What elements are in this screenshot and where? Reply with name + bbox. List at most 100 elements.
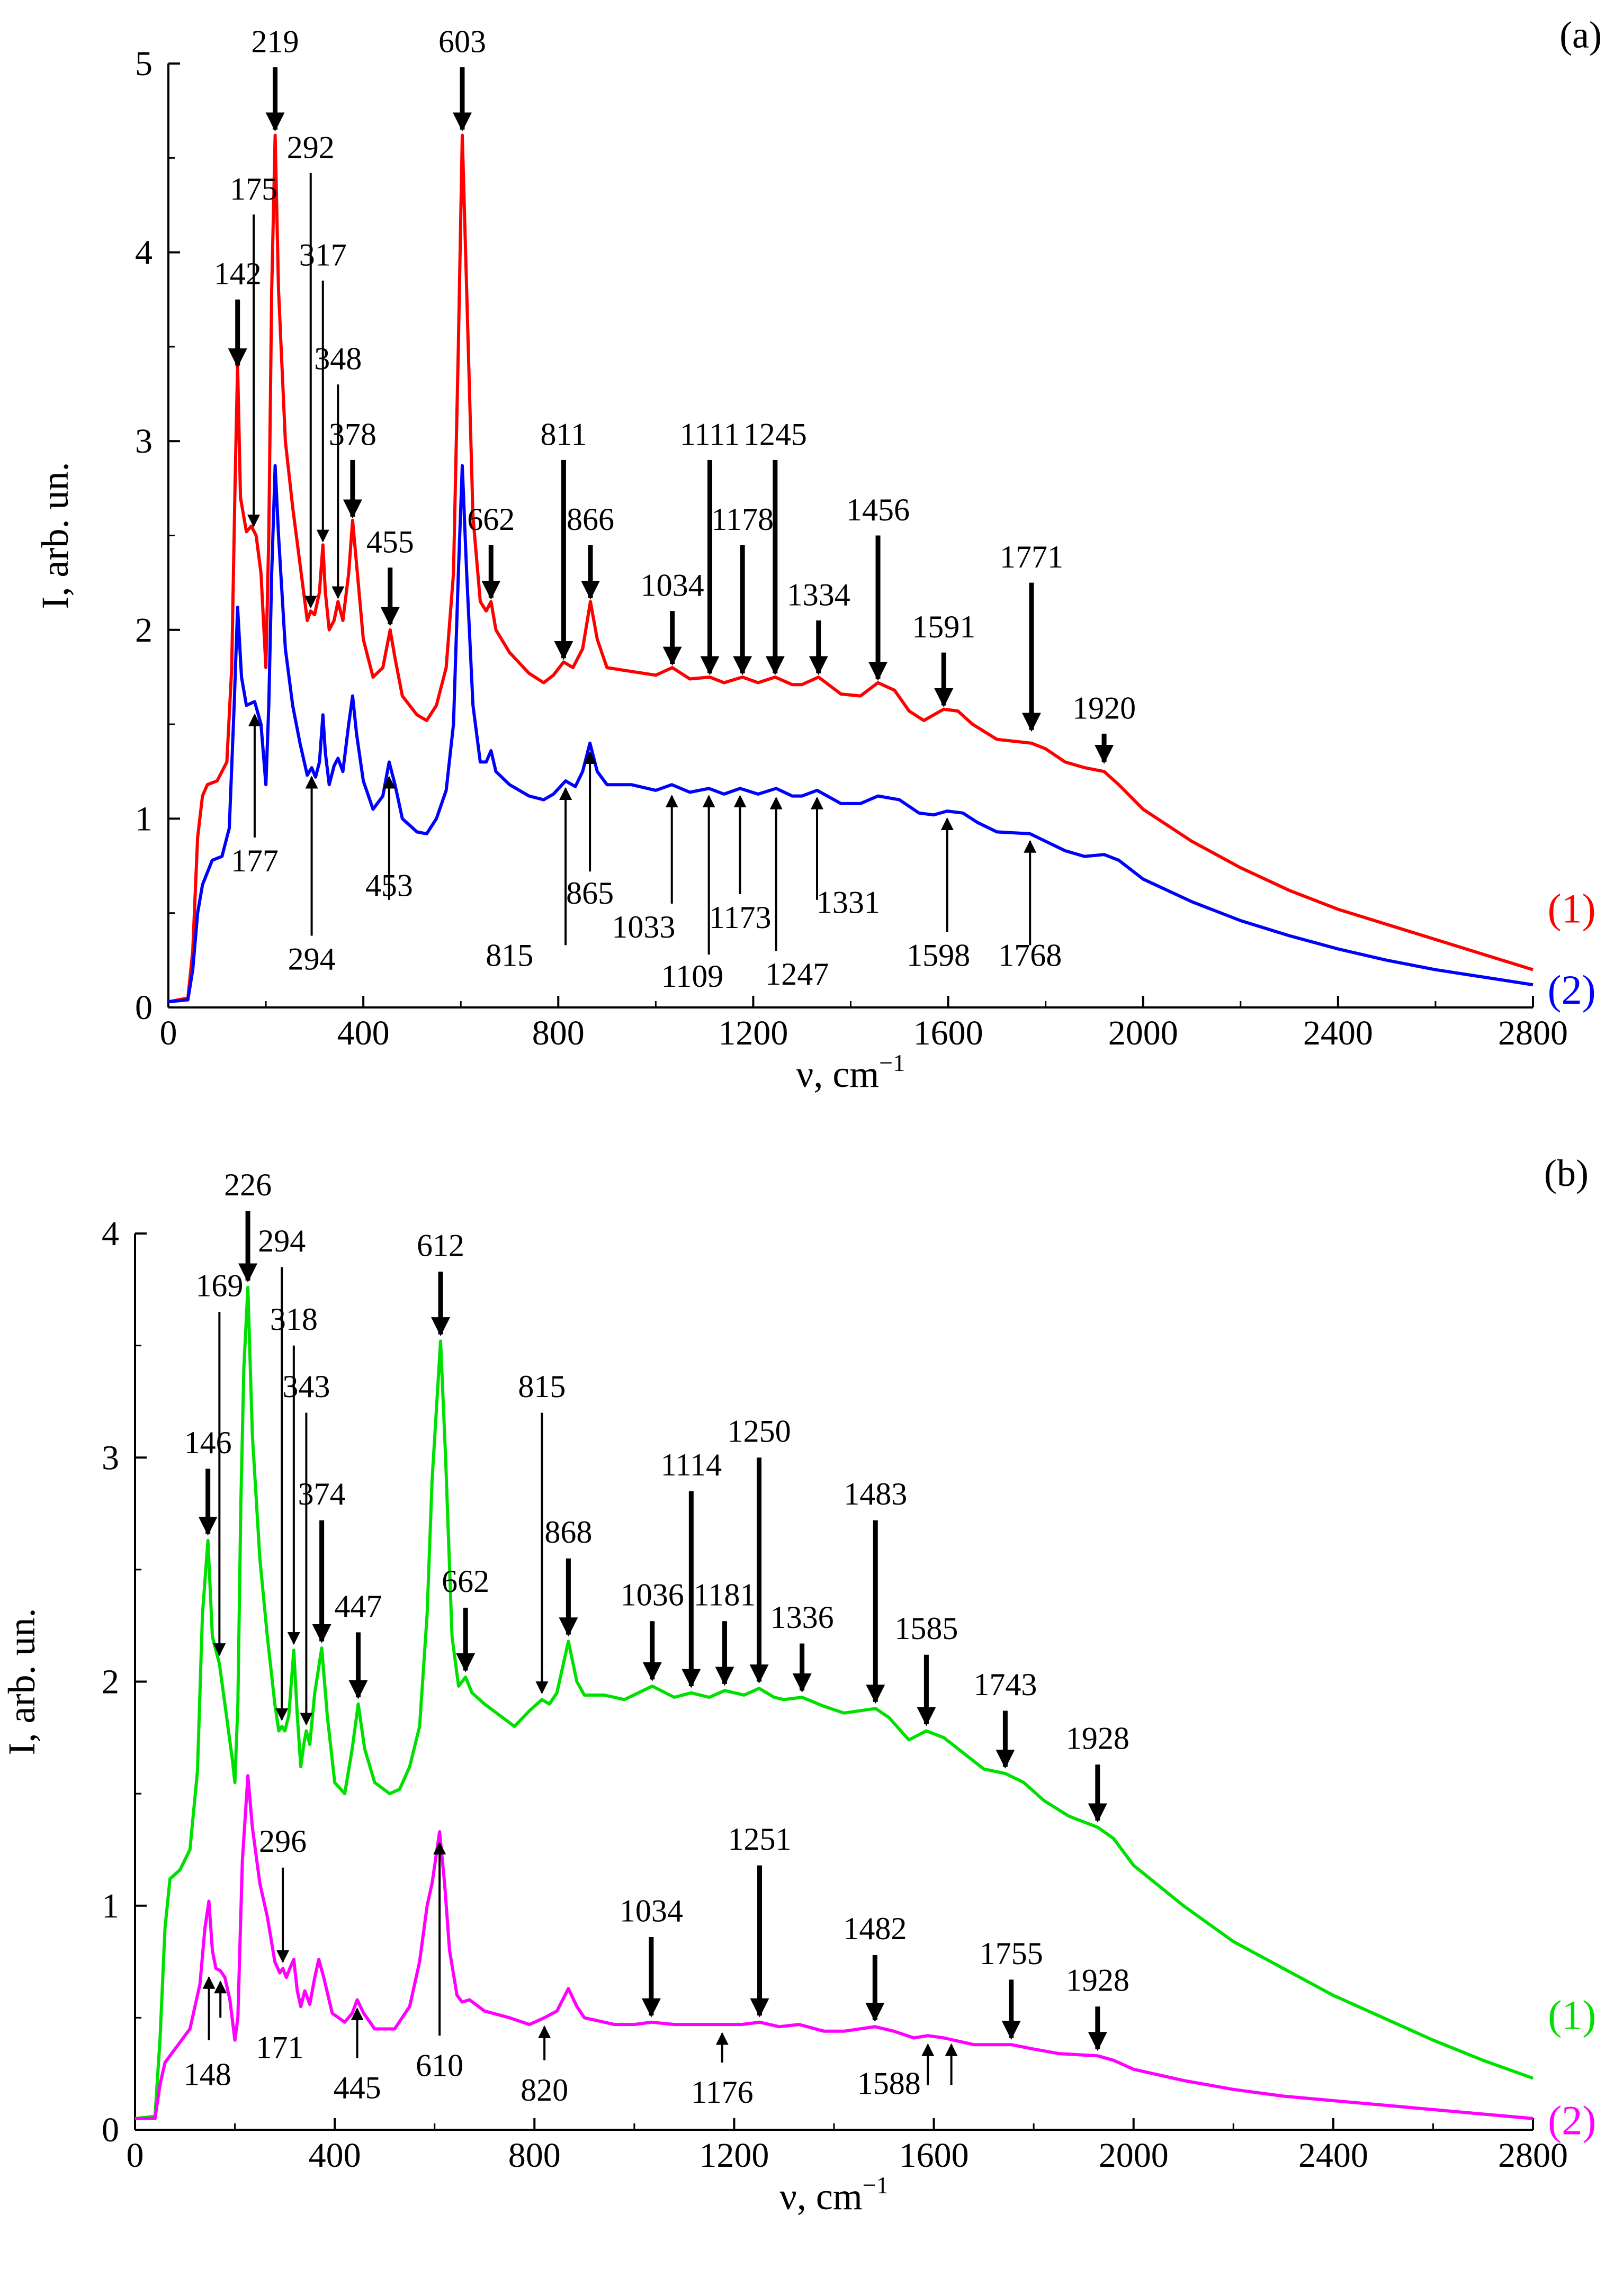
peak-label: 1456 (846, 492, 910, 527)
y-tick-label: 1 (135, 799, 153, 838)
peak-label: 1598 (907, 938, 970, 973)
x-tick-label: 1600 (899, 2136, 969, 2175)
x-tick-label: 2400 (1303, 1014, 1373, 1052)
peak-label: 1591 (912, 609, 975, 644)
peak-label: 1247 (765, 957, 829, 992)
x-tick-label: 400 (309, 2136, 361, 2175)
peak-label: 1109 (661, 959, 723, 994)
peak-label: 1768 (998, 938, 1062, 973)
curve-label: (2) (1548, 967, 1596, 1013)
peak-label: 1928 (1066, 1963, 1129, 1998)
series-line-2 (135, 1774, 1534, 2120)
x-tick-label: 800 (508, 2136, 561, 2175)
peak-label: 1176 (691, 2075, 754, 2110)
peak-label: 447 (334, 1589, 382, 1624)
peak-label: 1114 (661, 1447, 722, 1482)
peak-label: 292 (287, 130, 335, 165)
y-tick-label: 1 (102, 1887, 119, 1925)
peak-label: 1483 (844, 1476, 907, 1511)
peak-label: 1034 (620, 1893, 683, 1928)
peak-label: 294 (288, 942, 336, 977)
panel-label: (b) (1544, 1152, 1589, 1194)
x-tick-label: 2800 (1498, 2136, 1568, 2175)
y-tick-label: 0 (102, 2111, 119, 2149)
peak-label: 294 (258, 1223, 306, 1258)
panel-a: 0 400 800 1200 1600 2000 2400 2800 0 1 2 3 4 5 ν, cm−1… (34, 14, 1602, 1095)
x-axis-label-main: ν, cm (779, 2175, 863, 2218)
peak-label: 820 (521, 2073, 568, 2108)
x-axis-label: ν, cm−1 (779, 2172, 888, 2218)
x-tick-label: 1200 (699, 2136, 769, 2175)
peak-label: 610 (416, 2048, 463, 2083)
peak-label: 1111 (680, 417, 740, 452)
peak-label: 1334 (787, 577, 850, 612)
peak-label: 662 (442, 1564, 489, 1599)
peak-label: 815 (486, 938, 533, 973)
peak-label: 226 (224, 1167, 272, 1202)
peak-label: 146 (184, 1425, 232, 1460)
peak-label: 148 (184, 2057, 231, 2092)
peak-label: 1178 (711, 502, 774, 537)
peak-label: 1755 (980, 1936, 1043, 1971)
peak-label: 455 (366, 525, 414, 560)
y-axis-label: I, arb. un. (1, 1608, 43, 1755)
peak-label: 177 (231, 843, 279, 878)
peak-label: 1928 (1066, 1721, 1129, 1755)
panel-label: (a) (1559, 14, 1602, 56)
peak-label: 1920 (1072, 690, 1136, 725)
curve-label: (2) (1548, 2097, 1596, 2143)
peak-label: 378 (329, 417, 376, 452)
peak-label: 171 (256, 2030, 303, 2065)
peak-label: 868 (544, 1515, 592, 1550)
y-tick-label: 3 (102, 1438, 119, 1477)
y-tick-label: 2 (102, 1663, 119, 1701)
peak-label: 662 (467, 502, 515, 537)
peak-label: 1245 (743, 417, 807, 452)
peak-label: 1482 (843, 1911, 907, 1946)
peak-label: 1743 (973, 1667, 1037, 1702)
curve-label: (1) (1548, 886, 1596, 932)
peak-label: 343 (282, 1369, 330, 1404)
x-tick-label: 400 (337, 1014, 390, 1052)
x-axis-label-sup: −1 (879, 1049, 905, 1076)
peak-label: 453 (365, 868, 413, 903)
x-axis-label: ν, cm−1 (796, 1049, 905, 1095)
x-tick-label: 2800 (1498, 1014, 1568, 1052)
x-tick-label: 2000 (1108, 1014, 1178, 1052)
series-line-1 (134, 1285, 1534, 2120)
peak-label: 175 (230, 172, 277, 206)
peak-label: 811 (541, 417, 587, 452)
peak-label: 612 (417, 1228, 464, 1263)
y-tick-label: 5 (135, 44, 153, 83)
x-tick-label: 1200 (718, 1014, 788, 1052)
peak-label: 296 (259, 1824, 307, 1859)
peak-label: 317 (299, 238, 347, 273)
peak-label: 603 (438, 24, 486, 59)
series-line-1 (168, 133, 1534, 1004)
y-axis-label: I, arb. un. (34, 462, 76, 609)
x-tick-label: 0 (160, 1014, 177, 1052)
y-tick-label: 0 (135, 988, 153, 1027)
peak-label: 1250 (728, 1414, 791, 1449)
panel-b: 0 400 800 1200 1600 2000 2400 2800 0 1 2 3 4 ν, cm−1 I… (1, 1152, 1596, 2218)
y-tick-label: 3 (135, 422, 153, 461)
peak-label: 1336 (770, 1600, 834, 1635)
peak-label: 445 (334, 2070, 381, 2105)
peak-label: 1181 (694, 1578, 756, 1613)
peak-label: 815 (518, 1369, 566, 1404)
x-tick-label: 0 (127, 2136, 144, 2175)
x-axis-label-sup: −1 (863, 2172, 889, 2199)
x-tick-label: 800 (532, 1014, 585, 1052)
peak-label: 1331 (817, 885, 880, 920)
peak-label: 1173 (709, 900, 772, 935)
series-line-2 (168, 464, 1534, 1004)
peak-label: 1585 (894, 1611, 958, 1646)
peak-label: 219 (252, 24, 299, 59)
y-tick-label: 4 (135, 233, 153, 272)
x-tick-label: 2000 (1099, 2136, 1169, 2175)
y-tick-label: 4 (102, 1214, 119, 1253)
x-tick-label: 1600 (913, 1014, 983, 1052)
peak-label: 348 (314, 341, 362, 376)
peak-label: 1033 (612, 910, 675, 944)
